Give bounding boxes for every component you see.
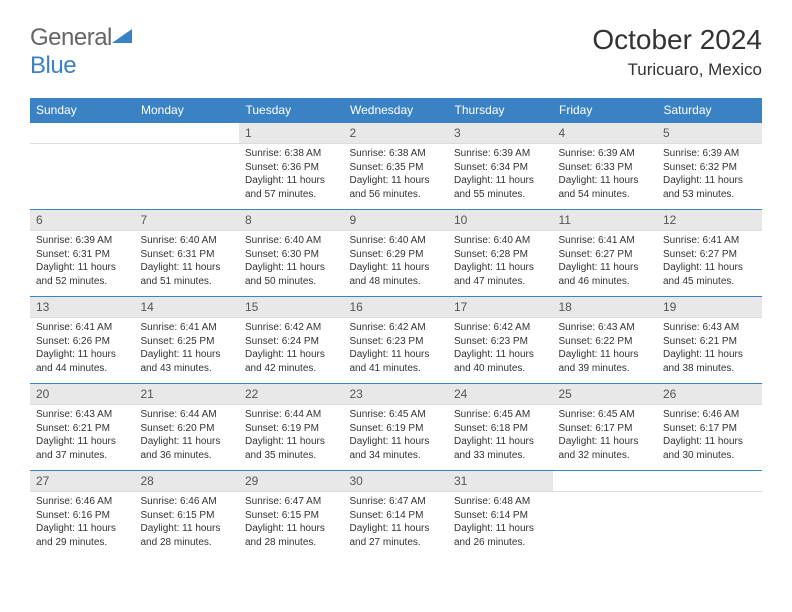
day-number: 24 [448, 384, 553, 405]
day-content: Sunrise: 6:46 AMSunset: 6:16 PMDaylight:… [30, 492, 135, 558]
day-content: Sunrise: 6:39 AMSunset: 6:34 PMDaylight:… [448, 144, 553, 210]
day-content: Sunrise: 6:46 AMSunset: 6:15 PMDaylight:… [135, 492, 240, 558]
day-content: Sunrise: 6:41 AMSunset: 6:27 PMDaylight:… [657, 231, 762, 297]
logo-text: GeneralBlue [30, 24, 134, 80]
day-content: Sunrise: 6:48 AMSunset: 6:14 PMDaylight:… [448, 492, 553, 558]
weekday-header: Thursday [448, 98, 553, 123]
weekday-header: Tuesday [239, 98, 344, 123]
day-number: 27 [30, 471, 135, 492]
page-header: GeneralBlue October 2024 Turicuaro, Mexi… [30, 24, 762, 80]
day-content: Sunrise: 6:42 AMSunset: 6:23 PMDaylight:… [344, 318, 449, 384]
day-number: 26 [657, 384, 762, 405]
day-number: 6 [30, 210, 135, 231]
day-number: 21 [135, 384, 240, 405]
empty-cell [553, 492, 658, 558]
day-number: 5 [657, 123, 762, 144]
day-number: 12 [657, 210, 762, 231]
weekday-header: Saturday [657, 98, 762, 123]
day-number: 4 [553, 123, 658, 144]
empty-cell [30, 123, 135, 144]
weekday-header: Friday [553, 98, 658, 123]
day-content: Sunrise: 6:46 AMSunset: 6:17 PMDaylight:… [657, 405, 762, 471]
day-content-row: Sunrise: 6:39 AMSunset: 6:31 PMDaylight:… [30, 231, 762, 297]
day-content: Sunrise: 6:38 AMSunset: 6:35 PMDaylight:… [344, 144, 449, 210]
calendar-table: SundayMondayTuesdayWednesdayThursdayFrid… [30, 98, 762, 557]
day-content-row: Sunrise: 6:38 AMSunset: 6:36 PMDaylight:… [30, 144, 762, 210]
day-number: 19 [657, 297, 762, 318]
day-content: Sunrise: 6:47 AMSunset: 6:15 PMDaylight:… [239, 492, 344, 558]
day-content: Sunrise: 6:45 AMSunset: 6:17 PMDaylight:… [553, 405, 658, 471]
logo-word-1: General [30, 24, 112, 51]
empty-cell [30, 144, 135, 210]
day-content: Sunrise: 6:39 AMSunset: 6:32 PMDaylight:… [657, 144, 762, 210]
day-number: 17 [448, 297, 553, 318]
day-number: 31 [448, 471, 553, 492]
day-content: Sunrise: 6:40 AMSunset: 6:28 PMDaylight:… [448, 231, 553, 297]
weekday-header: Wednesday [344, 98, 449, 123]
day-number: 18 [553, 297, 658, 318]
day-number: 29 [239, 471, 344, 492]
day-number: 14 [135, 297, 240, 318]
day-number: 20 [30, 384, 135, 405]
day-number: 10 [448, 210, 553, 231]
day-content: Sunrise: 6:44 AMSunset: 6:20 PMDaylight:… [135, 405, 240, 471]
empty-cell [135, 123, 240, 144]
weekday-header: Sunday [30, 98, 135, 123]
day-content: Sunrise: 6:41 AMSunset: 6:26 PMDaylight:… [30, 318, 135, 384]
day-content: Sunrise: 6:44 AMSunset: 6:19 PMDaylight:… [239, 405, 344, 471]
day-number-row: 20212223242526 [30, 384, 762, 405]
day-content: Sunrise: 6:40 AMSunset: 6:31 PMDaylight:… [135, 231, 240, 297]
day-content: Sunrise: 6:43 AMSunset: 6:22 PMDaylight:… [553, 318, 658, 384]
day-number-row: 12345 [30, 123, 762, 144]
empty-cell [657, 492, 762, 558]
logo: GeneralBlue [30, 24, 134, 80]
day-number: 28 [135, 471, 240, 492]
day-number: 22 [239, 384, 344, 405]
day-content-row: Sunrise: 6:43 AMSunset: 6:21 PMDaylight:… [30, 405, 762, 471]
day-content: Sunrise: 6:38 AMSunset: 6:36 PMDaylight:… [239, 144, 344, 210]
calendar-page: GeneralBlue October 2024 Turicuaro, Mexi… [0, 0, 792, 581]
day-content-row: Sunrise: 6:41 AMSunset: 6:26 PMDaylight:… [30, 318, 762, 384]
title-block: October 2024 Turicuaro, Mexico [592, 24, 762, 80]
day-number: 13 [30, 297, 135, 318]
day-number: 1 [239, 123, 344, 144]
day-content: Sunrise: 6:39 AMSunset: 6:33 PMDaylight:… [553, 144, 658, 210]
day-number: 16 [344, 297, 449, 318]
day-number: 30 [344, 471, 449, 492]
logo-triangle-icon [112, 24, 134, 52]
day-number: 15 [239, 297, 344, 318]
day-content: Sunrise: 6:45 AMSunset: 6:18 PMDaylight:… [448, 405, 553, 471]
empty-cell [553, 471, 658, 492]
day-content: Sunrise: 6:41 AMSunset: 6:27 PMDaylight:… [553, 231, 658, 297]
day-content: Sunrise: 6:42 AMSunset: 6:24 PMDaylight:… [239, 318, 344, 384]
day-content: Sunrise: 6:41 AMSunset: 6:25 PMDaylight:… [135, 318, 240, 384]
day-content: Sunrise: 6:43 AMSunset: 6:21 PMDaylight:… [657, 318, 762, 384]
logo-word-2: Blue [30, 52, 76, 79]
day-content: Sunrise: 6:47 AMSunset: 6:14 PMDaylight:… [344, 492, 449, 558]
day-content: Sunrise: 6:43 AMSunset: 6:21 PMDaylight:… [30, 405, 135, 471]
weekday-header: Monday [135, 98, 240, 123]
empty-cell [657, 471, 762, 492]
day-number-row: 6789101112 [30, 210, 762, 231]
day-number: 3 [448, 123, 553, 144]
weekday-header-row: SundayMondayTuesdayWednesdayThursdayFrid… [30, 98, 762, 123]
day-number: 2 [344, 123, 449, 144]
location-label: Turicuaro, Mexico [592, 60, 762, 80]
day-number: 11 [553, 210, 658, 231]
day-number: 8 [239, 210, 344, 231]
day-number: 7 [135, 210, 240, 231]
day-content: Sunrise: 6:42 AMSunset: 6:23 PMDaylight:… [448, 318, 553, 384]
day-number: 25 [553, 384, 658, 405]
month-title: October 2024 [592, 24, 762, 56]
day-number: 9 [344, 210, 449, 231]
day-number: 23 [344, 384, 449, 405]
day-number-row: 13141516171819 [30, 297, 762, 318]
day-content-row: Sunrise: 6:46 AMSunset: 6:16 PMDaylight:… [30, 492, 762, 558]
day-content: Sunrise: 6:40 AMSunset: 6:29 PMDaylight:… [344, 231, 449, 297]
day-content: Sunrise: 6:39 AMSunset: 6:31 PMDaylight:… [30, 231, 135, 297]
empty-cell [135, 144, 240, 210]
day-content: Sunrise: 6:40 AMSunset: 6:30 PMDaylight:… [239, 231, 344, 297]
day-content: Sunrise: 6:45 AMSunset: 6:19 PMDaylight:… [344, 405, 449, 471]
day-number-row: 2728293031 [30, 471, 762, 492]
